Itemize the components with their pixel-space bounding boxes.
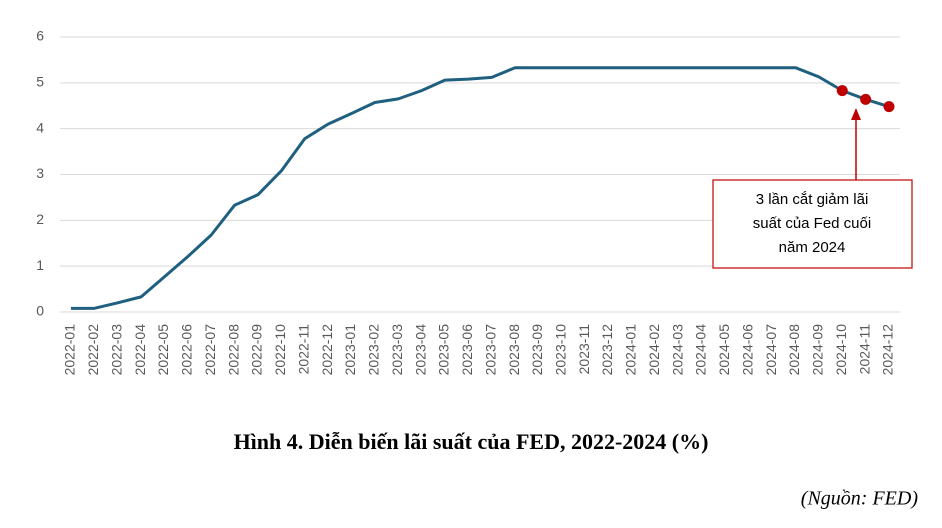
x-tick-label: 2024-10 [833,324,849,376]
y-tick-label: 3 [36,165,44,181]
y-tick-label: 1 [36,257,44,273]
x-tick-label: 2024-03 [669,324,685,376]
x-tick-label: 2024-07 [763,324,779,376]
y-tick-label: 2 [36,211,44,227]
x-tick-label: 2024-06 [739,324,755,376]
x-tick-label: 2022-07 [202,324,218,376]
x-tick-label: 2022-04 [132,324,148,376]
line-series [71,66,890,310]
x-tick-label: 2023-04 [412,324,428,376]
annotation-box [712,179,913,269]
x-tick-label: 2024-01 [623,324,639,376]
x-tick-label: 2023-10 [553,324,569,376]
x-tick-label: 2024-04 [693,324,709,376]
highlight-marker [883,101,895,113]
annotation-arrowhead [851,108,861,120]
x-tick-label: 2023-11 [576,324,592,375]
y-tick-label: 4 [36,119,44,135]
x-tick-label: 2023-02 [366,324,382,376]
x-tick-label: 2023-06 [459,324,475,376]
y-tick-label: 0 [36,303,44,319]
highlight-marker [860,93,872,105]
x-tick-label: 2022-10 [272,324,288,376]
y-tick-label: 6 [36,28,44,44]
x-tick-label: 2023-12 [599,324,615,376]
chart-title: Hình 4. Diễn biến lãi suất của FED, 2022… [234,429,709,454]
x-tick-label: 2022-06 [179,324,195,376]
x-tick-label: 2024-12 [880,324,896,376]
x-tick-label: 2024-08 [786,324,802,376]
x-tick-label: 2024-05 [716,324,732,376]
x-tick-label: 2022-05 [155,324,171,376]
highlight-marker [836,85,848,97]
annotation-text: năm 2024 [779,239,846,256]
x-tick-label: 2024-02 [646,324,662,376]
x-tick-label: 2022-09 [249,324,265,376]
x-tick-label: 2024-11 [856,324,872,375]
y-tick-label: 5 [36,74,44,90]
x-tick-label: 2022-08 [225,324,241,376]
x-tick-label: 2023-08 [506,324,522,376]
source: (Nguồn: FED) [801,488,919,510]
x-tick-label: 2023-05 [436,324,452,376]
x-tick-label: 2022-01 [62,324,78,376]
annotation-text: 3 lần cắt giảm lãi [756,191,869,208]
x-tick-label: 2022-11 [295,324,311,375]
x-tick-label: 2022-02 [85,324,101,376]
x-tick-label: 2022-12 [319,324,335,376]
x-tick-label: 2022-03 [108,324,124,376]
annotation-text: suất của Fed cuối [753,215,871,232]
x-tick-label: 2023-09 [529,324,545,376]
x-tick-label: 2023-01 [342,324,358,376]
x-tick-label: 2024-09 [810,324,826,376]
x-tick-label: 2023-03 [389,324,405,376]
x-tick-label: 2023-07 [482,324,498,376]
